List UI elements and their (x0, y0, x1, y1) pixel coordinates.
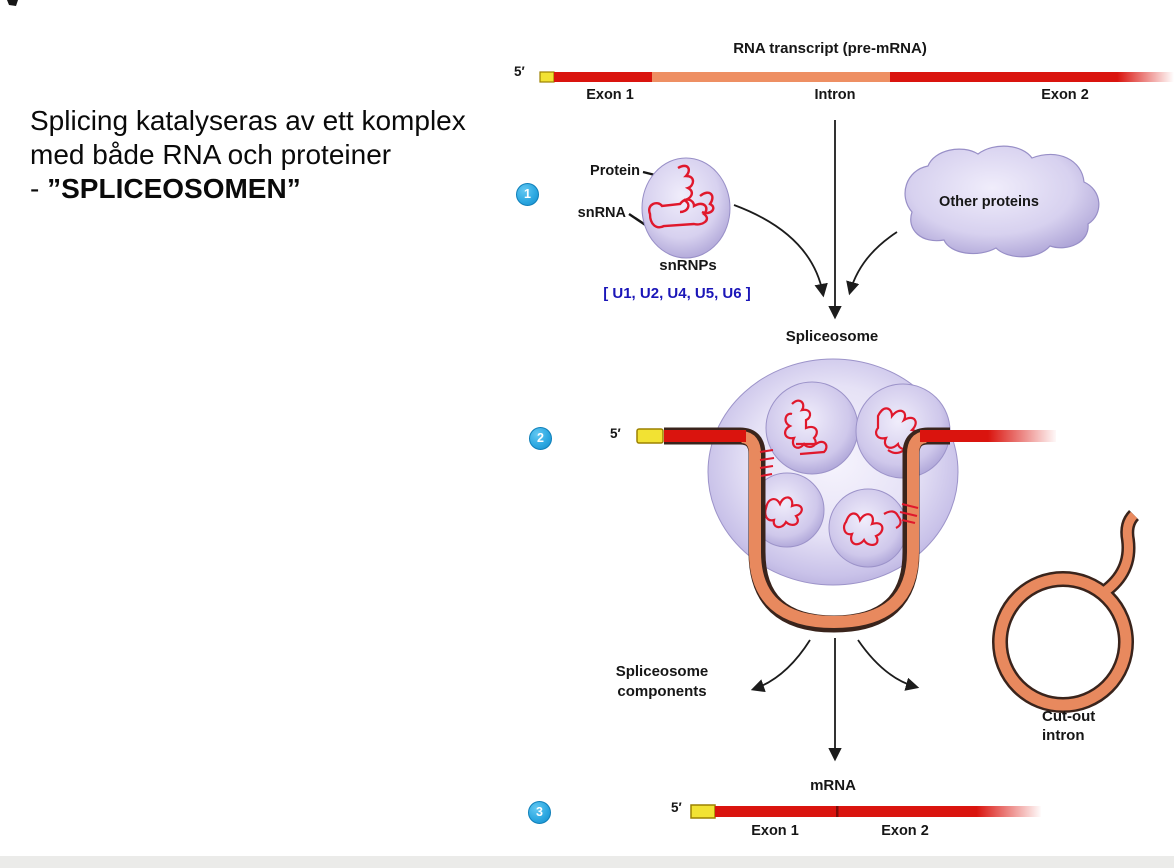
five-prime-cap (636, 428, 664, 444)
base-pair-hatches (759, 449, 919, 524)
snrnp-subunit (765, 381, 859, 475)
slide-text-dash: - (30, 173, 48, 204)
five-prime-label-top: 5′ (514, 64, 525, 79)
rna-strand (636, 427, 1056, 633)
slide-text: Splicing katalyseras av ett komplex med … (30, 104, 466, 206)
snrna-squiggle (648, 164, 715, 229)
snrnp-subunit (828, 488, 908, 568)
protein-label: Protein (590, 163, 640, 179)
exon2-label-top: Exon 2 (1041, 87, 1089, 103)
exon1-label-top: Exon 1 (586, 87, 634, 103)
mrna-segment (715, 806, 1041, 817)
five-prime-cap (690, 804, 716, 819)
other-proteins-shape (904, 145, 1100, 258)
components-arrow-right (857, 639, 920, 691)
intron-loop (741, 431, 927, 629)
snrnp-to-spliceosome-arrow (733, 204, 828, 298)
exon-junction (836, 806, 839, 817)
intron-segment (652, 72, 890, 82)
components-arrow-left (750, 639, 811, 693)
exon1-label-bottom: Exon 1 (751, 823, 799, 839)
exon2-label-bottom: Exon 2 (881, 823, 929, 839)
spliceosome-body (707, 358, 959, 586)
step-badge-3: 3 (528, 801, 551, 824)
spliceosome-label: Spliceosome (785, 328, 879, 345)
five-prime-label-bottom: 5′ (671, 800, 682, 815)
slide-text-line3: - ”SPLICEOSOMEN” (30, 172, 466, 206)
pre-mrna-bar (539, 71, 1174, 83)
exon2-segment (890, 72, 1174, 82)
slide-text-line2: med både RNA och proteiner (30, 139, 392, 170)
step-badge-2: 2 (529, 427, 552, 450)
cut-out-intron-label: Cut-out intron (1042, 708, 1096, 744)
proteins-to-spliceosome-arrow (846, 231, 898, 296)
spliceosomen-term: ”SPLICEOSOMEN” (47, 173, 301, 204)
intron-label: Intron (814, 87, 856, 103)
other-proteins-blob (846, 145, 1100, 296)
cut-out-intron-loop (992, 510, 1140, 713)
five-prime-label-mid: 5′ (610, 426, 621, 441)
slide-text-line1: Splicing katalyseras av ett komplex (30, 105, 466, 136)
mrna-label: mRNA (810, 777, 856, 794)
snrnp-particle (641, 157, 731, 259)
diagram-title: RNA transcript (pre-mRNA) (733, 40, 927, 57)
snrnp-complex (628, 157, 828, 298)
step-badge-1: 1 (516, 183, 539, 206)
release-arrows (750, 638, 920, 762)
five-prime-cap (539, 71, 555, 83)
other-proteins-label: Other proteins (939, 194, 1039, 210)
exon1-segment (554, 72, 652, 82)
snrnps-label: snRNPs (659, 257, 717, 274)
corner-smudge (7, 0, 18, 6)
mrna-bar (690, 804, 1041, 819)
bottom-edge-band (0, 856, 1174, 868)
snrna-label: snRNA (577, 205, 626, 221)
spliceosome-components-label: Spliceosome components (615, 663, 709, 700)
u-snrnp-list: [ U1, U2, U4, U5, U6 ] (603, 285, 751, 302)
